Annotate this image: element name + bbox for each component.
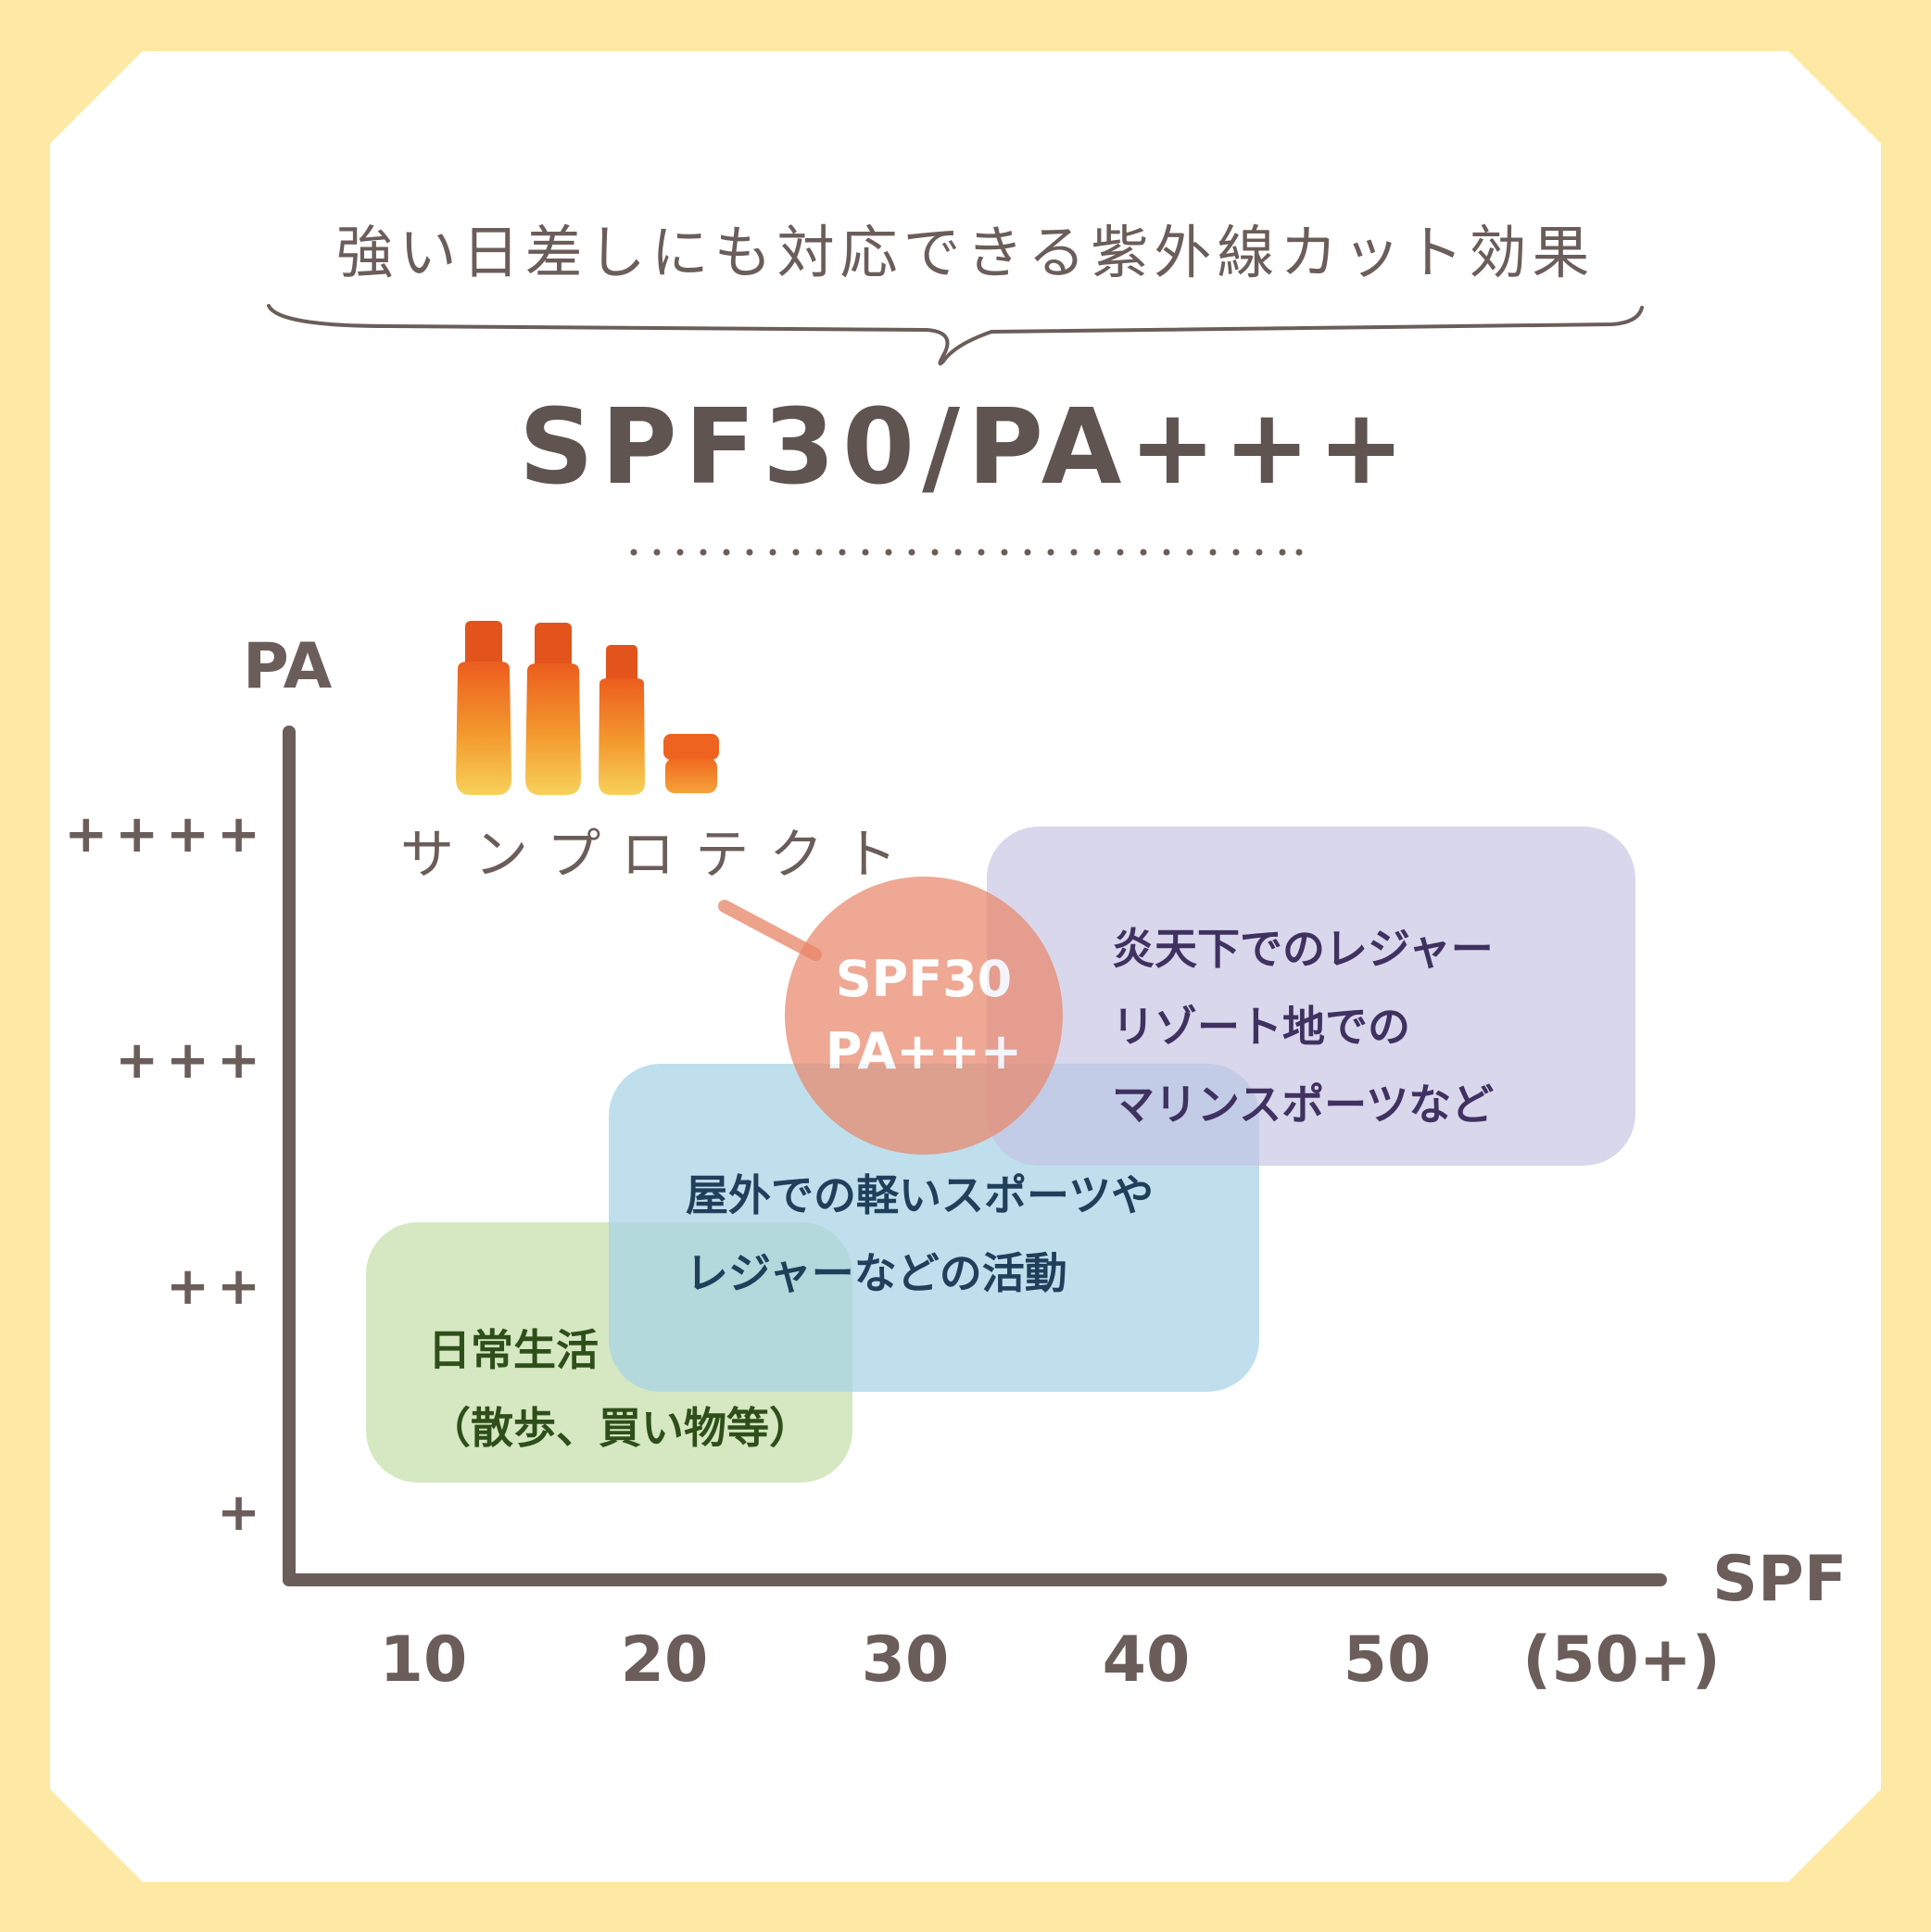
zone-leisure-line-1: 炎天下でのレジャー [1112, 924, 1494, 974]
point-label-spf: SPF30 [835, 950, 1013, 1008]
y-tick-label: ++ [166, 1256, 268, 1317]
x-tick-label: 50 [1343, 1623, 1432, 1697]
product-name: サンプロテクト [400, 823, 918, 886]
zone-outdoor-line-1: 屋外での軽いスポーツや [686, 1170, 1155, 1220]
bottle-2 [525, 623, 581, 795]
y-tick-label: ++++ [64, 804, 268, 865]
zone-leisure-text: 炎天下でのレジャー リゾート地での マリンスポーツなど [1112, 910, 1494, 1143]
x-tick-label: 10 [379, 1623, 468, 1697]
dotted-divider [630, 549, 1303, 556]
bottle-1 [456, 621, 511, 795]
headline: SPF30/PA+++ [518, 387, 1413, 508]
y-tick-label: +++ [115, 1030, 268, 1091]
x-tick-label: 40 [1102, 1623, 1191, 1697]
y-axis-label: PA [243, 630, 333, 703]
zone-outdoor-text: 屋外での軽いスポーツや レジャーなどの活動 [686, 1156, 1154, 1312]
zone-daily-text: 日常生活 （散歩、買い物等） [428, 1311, 812, 1467]
zone-leisure-line-3: マリンスポーツなど [1112, 1080, 1495, 1130]
product-image [456, 621, 719, 795]
zone-leisure [987, 827, 1635, 1166]
x-tick-label: (50+) [1522, 1623, 1721, 1697]
callout-line [718, 900, 822, 961]
point-label-pa: PA+++ [825, 1022, 1023, 1080]
zone-daily-line-2: （散歩、買い物等） [428, 1403, 812, 1453]
jar [663, 734, 719, 793]
product-point: SPF30 PA+++ [785, 877, 1063, 1155]
bottle-3 [599, 645, 645, 795]
y-tick-label: + [217, 1483, 268, 1543]
x-tick-label: 30 [861, 1623, 950, 1697]
x-axis-label: SPF [1712, 1543, 1848, 1616]
zone-outdoor-line-2: レジャーなどの活動 [686, 1248, 1067, 1298]
zone-leisure-line-2: リゾート地での [1112, 1002, 1410, 1052]
subtitle: 強い日差しにも対応できる紫外線カット効果 [335, 219, 1596, 286]
brace-line [267, 304, 1644, 366]
zone-daily-line-1: 日常生活 [428, 1325, 599, 1375]
x-tick-label: 20 [620, 1623, 709, 1697]
